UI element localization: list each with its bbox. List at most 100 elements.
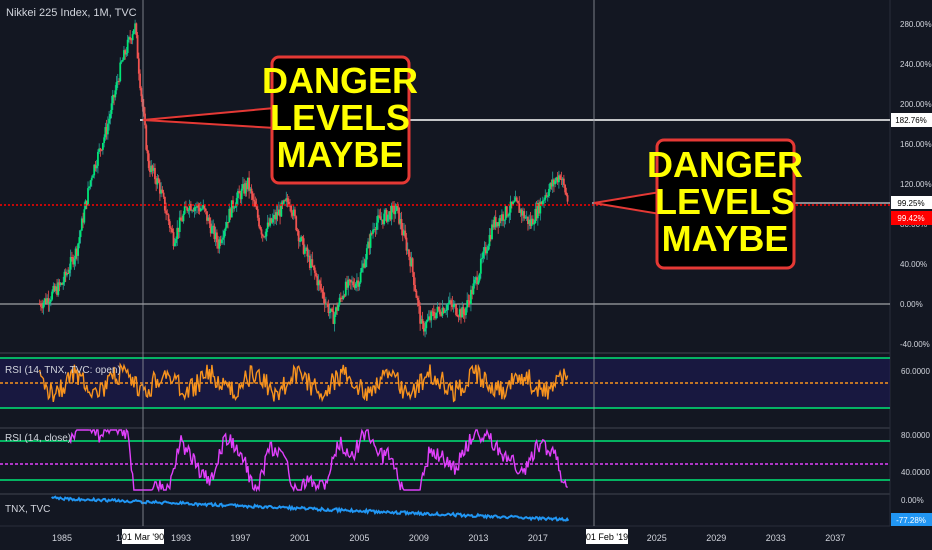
candle-body: [270, 218, 273, 223]
candle-body: [289, 205, 291, 207]
candle-body: [56, 286, 58, 295]
candle-body: [518, 203, 521, 213]
candle-body: [444, 310, 446, 313]
candle-body: [173, 243, 176, 246]
candle-body: [415, 290, 418, 298]
candle-body: [363, 263, 366, 268]
candle-body: [489, 234, 492, 240]
candle-body: [318, 280, 321, 284]
candle-body: [229, 208, 232, 218]
candle-body: [188, 203, 191, 211]
rsi-close-line: [68, 428, 568, 493]
candle-body: [177, 227, 180, 232]
candle-body: [553, 179, 555, 185]
candle-body: [88, 186, 91, 189]
tnx-tag-bg: [891, 513, 932, 526]
callout-danger-1[interactable]: DANGER LEVELS MAYBE: [142, 55, 418, 185]
callout-line-1: DANGER: [262, 60, 418, 101]
candle-body: [520, 209, 523, 216]
candle-body: [217, 242, 220, 249]
candle-body: [230, 200, 233, 218]
candle-body: [470, 289, 472, 305]
candle-body: [535, 208, 538, 219]
candle-body: [533, 223, 536, 225]
candle-body: [514, 197, 517, 202]
candle-body: [426, 319, 429, 322]
rsi-close-pane[interactable]: [0, 429, 890, 493]
candle-body: [391, 205, 394, 207]
candle-body: [473, 279, 476, 284]
candle-body: [89, 180, 92, 187]
candle-body: [456, 314, 459, 317]
candle-body: [134, 23, 137, 30]
rsi-open-label: RSI (14, TNX, TVC: open): [5, 365, 121, 376]
candle-body: [344, 281, 347, 296]
rsi-close-scale-80: 80.0000: [901, 431, 930, 440]
candle-body: [248, 177, 251, 191]
candle-body: [399, 218, 402, 224]
candle-body: [115, 82, 118, 91]
candle-body: [265, 228, 268, 237]
candle-body: [499, 218, 502, 221]
candle-body: [400, 218, 403, 230]
candle-body: [437, 306, 440, 310]
x-highlight-2019: 01 Feb '19: [586, 529, 628, 544]
candle-body: [294, 209, 296, 217]
candle-body: [348, 279, 351, 281]
candle-body: [295, 216, 298, 230]
candle-body: [416, 297, 419, 301]
candle-body: [142, 106, 145, 114]
candle-body: [198, 207, 201, 212]
x-highlight-text: 01 Mar '90: [122, 532, 164, 542]
candle-body: [58, 282, 61, 286]
y-tick-label: -40.00%: [900, 340, 930, 349]
candle-body: [544, 195, 547, 200]
candle-body: [436, 306, 439, 313]
candle-body: [359, 272, 362, 283]
candle-body: [357, 280, 360, 287]
candle-body: [554, 180, 557, 185]
rsi-open-scale-60: 60.0000: [901, 367, 930, 376]
candle-body: [287, 201, 290, 206]
candle-body: [219, 239, 222, 244]
x-tick-label: 2013: [468, 533, 488, 543]
candle-body: [59, 283, 62, 286]
candle-body: [360, 267, 363, 273]
candle-body: [218, 239, 221, 249]
candle-body: [291, 212, 294, 216]
callout-danger-2[interactable]: DANGER LEVELS MAYBE: [593, 138, 803, 270]
candle-body: [286, 198, 289, 202]
candle-body: [538, 202, 540, 214]
price-scale[interactable]: [890, 0, 932, 550]
candle-body: [546, 196, 549, 198]
candle-body: [562, 178, 565, 185]
candle-body: [336, 307, 338, 311]
candle-body: [280, 202, 283, 217]
price-tag-red-bg: [891, 211, 932, 225]
candle-body: [329, 308, 332, 312]
candle-body: [527, 216, 529, 224]
candle-body: [166, 213, 169, 215]
candle-body: [193, 207, 196, 212]
candle-body: [559, 175, 562, 180]
candle-body: [165, 210, 167, 214]
candle-body: [186, 207, 189, 211]
candle-body: [320, 283, 322, 290]
candle-body: [471, 289, 474, 295]
candle-body: [380, 219, 383, 221]
candle-body: [64, 271, 67, 276]
price-tag-white: 182.76%: [891, 113, 932, 127]
candle-body: [302, 238, 305, 254]
candle-body: [352, 281, 355, 286]
candle-body: [476, 277, 479, 285]
candle-body: [279, 209, 281, 217]
candle-body: [101, 142, 104, 150]
candles-series[interactable]: [38, 19, 569, 338]
candle-body: [498, 218, 501, 227]
candle-body: [256, 209, 259, 218]
candle-body: [550, 183, 553, 187]
candle-body: [403, 230, 405, 236]
candle-body: [509, 201, 512, 213]
candle-body: [353, 285, 356, 288]
